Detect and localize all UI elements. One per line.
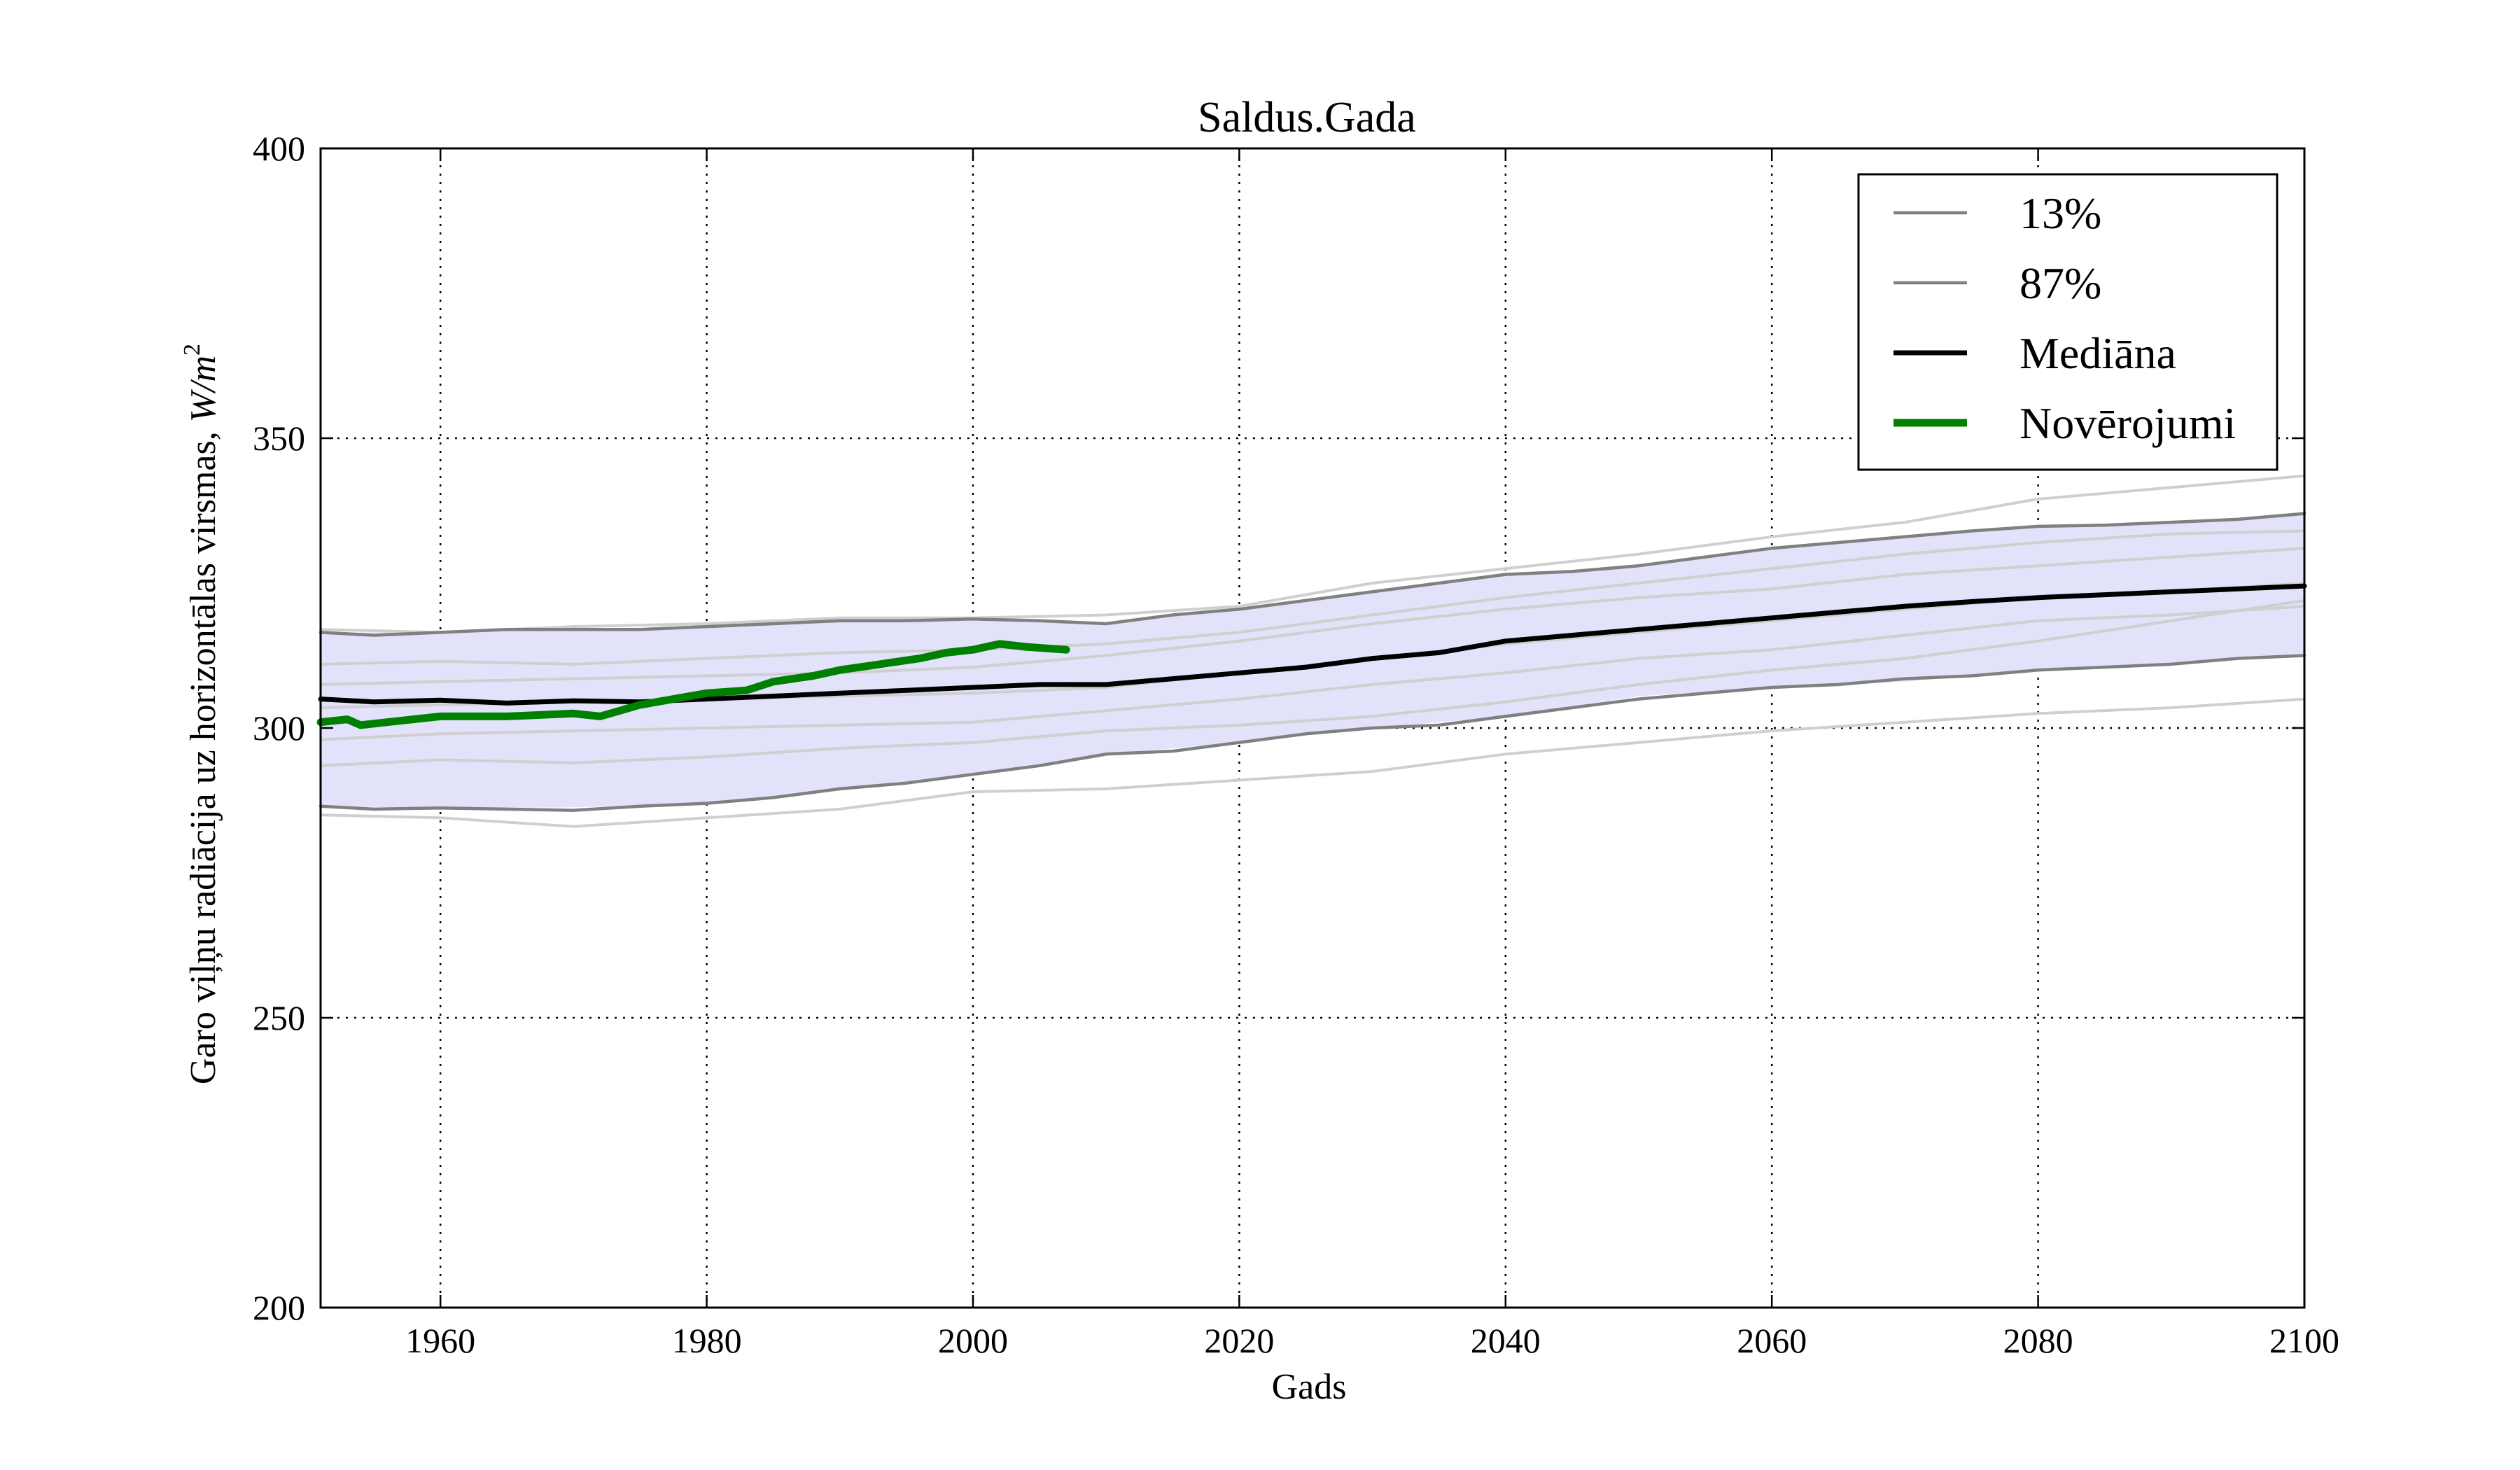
y-tick-label: 400	[253, 129, 305, 168]
y-axis-label: Garo viļņu radiācija uz horizontālas vir…	[179, 344, 223, 1084]
series-line-percentile-2	[318, 512, 2306, 637]
ensemble-members	[320, 474, 2305, 828]
ensemble-member-line-1	[320, 697, 2305, 828]
series-line-observations-4	[316, 640, 1070, 729]
x-tick-label: 2000	[938, 1321, 1008, 1360]
y-tick-label: 250	[253, 998, 305, 1037]
x-axis-label: Gads	[1272, 1367, 1347, 1407]
y-tick-label: 350	[253, 419, 305, 458]
x-tick-label: 1980	[672, 1321, 742, 1360]
x-tick-label: 1960	[405, 1321, 475, 1360]
legend: 13% 87% Mediāna Novērojumi	[1857, 173, 2278, 471]
x-tick-label: 2040	[1471, 1321, 1541, 1360]
x-tick-label: 2100	[2269, 1321, 2339, 1360]
ensemble-member-line-2	[320, 598, 2305, 767]
y-axis-label-text: Garo viļņu radiācija uz horizontālas vir…	[183, 422, 223, 1084]
y-axis-label-unit-exponent: 2	[179, 344, 205, 356]
x-axis-ticks: 1960 1980 2000 2020 2040 2060 2080 2100	[405, 148, 2339, 1360]
band-area	[321, 513, 2304, 808]
ensemble-member-line-6	[320, 529, 2305, 666]
chart-title: Saldus.Gada	[1198, 94, 1416, 141]
percentile-band	[321, 513, 2304, 808]
x-tick-label: 2060	[1737, 1321, 1807, 1360]
x-tick-label: 2020	[1204, 1321, 1274, 1360]
ensemble-member-line-3	[320, 605, 2305, 741]
legend-label: Mediāna	[2019, 328, 2176, 378]
y-axis-ticks: 200 250 300 350 400	[253, 129, 2304, 1327]
legend-label: 13%	[2019, 188, 2101, 238]
series-lines	[316, 512, 2307, 812]
ensemble-member-line-5	[320, 547, 2305, 686]
y-axis-label-unit: W/m	[183, 356, 223, 422]
series-line-percentile-1	[318, 654, 2306, 812]
legend-label: 87%	[2019, 258, 2101, 308]
x-tick-label: 2080	[2003, 1321, 2073, 1360]
y-tick-label: 200	[253, 1288, 305, 1327]
legend-label: Novērojumi	[2019, 398, 2236, 448]
y-tick-label: 300	[253, 708, 305, 748]
ensemble-member-line-7	[320, 474, 2305, 634]
